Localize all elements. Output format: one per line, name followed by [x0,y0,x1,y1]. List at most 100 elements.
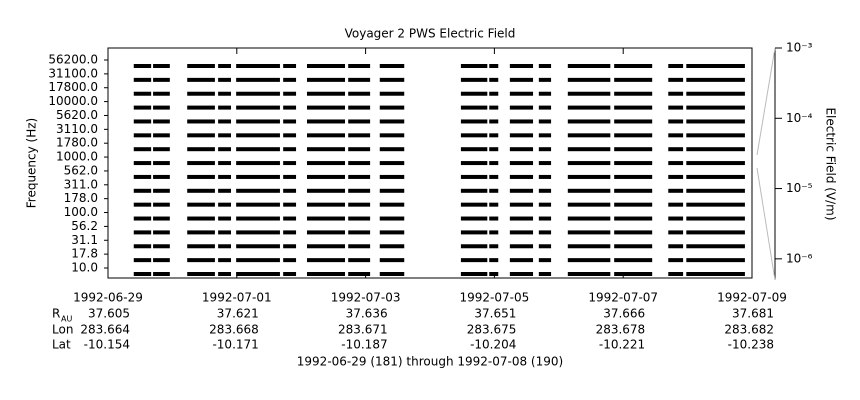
data-strip [614,133,653,138]
data-strip [567,272,611,276]
data-strip [668,230,684,235]
data-strip [306,64,345,68]
data-strip [348,105,371,110]
y-tick-label: 56200.0 [48,53,98,67]
data-strip [686,105,745,110]
y-tick-label: 17.8 [71,247,98,261]
data-strip [283,161,297,166]
data-strip [236,216,280,221]
data-strip [348,91,371,96]
data-strip [614,147,653,152]
ephemeris-value: 37.651 [474,307,516,321]
data-strip [460,174,488,179]
data-strip [187,119,215,124]
zoom-guide [756,167,776,281]
data-strip [153,133,170,138]
data-strip [538,147,552,152]
data-strip [187,161,215,166]
data-strip [283,272,297,276]
data-strip [218,272,232,276]
data-strip [153,188,170,193]
data-strip [509,119,534,124]
data-strip [668,272,684,276]
data-strip [379,202,405,207]
data-strip [133,64,152,68]
data-strip [187,174,215,179]
data-strip [306,244,345,249]
data-strip [218,105,232,110]
data-strip [236,133,280,138]
x-tick-label: 1992-06-29 [73,291,143,305]
data-strip [614,244,653,249]
data-strip [283,216,297,221]
data-strip [283,147,297,152]
y-tick-label: 17800.0 [48,80,98,94]
data-strip [460,216,488,221]
data-strip [567,202,611,207]
data-strip [614,64,653,68]
data-strip [379,91,405,96]
data-strip [283,202,297,207]
data-strip [348,272,371,276]
chart-title: Voyager 2 PWS Electric Field [345,27,516,41]
data-strip [509,147,534,152]
data-strip [187,244,215,249]
data-strip [236,174,280,179]
data-strip [538,161,552,166]
data-strip [348,133,371,138]
data-strip [306,230,345,235]
data-strip [348,216,371,221]
data-strip [460,147,488,152]
data-strip [509,64,534,68]
data-strip [567,258,611,263]
data-strip [187,77,215,82]
data-strip [614,77,653,82]
data-strip [379,133,405,138]
data-strip [460,91,488,96]
data-strip [567,230,611,235]
data-strip [668,119,684,124]
data-strip [306,174,345,179]
y-tick-label: 100.0 [64,205,98,219]
data-strip [614,91,653,96]
y-tick-label: 311.0 [64,177,98,191]
x-tick-label: 1992-07-07 [588,291,658,305]
data-strip [379,105,405,110]
data-strip [509,216,534,221]
data-strip [218,216,232,221]
data-strip [460,230,488,235]
data-strip [538,216,552,221]
data-strip [187,272,215,276]
data-strip [283,105,297,110]
data-strip [614,119,653,124]
y-tick-label: 1780.0 [56,136,98,150]
data-strip [567,133,611,138]
data-strip [133,188,152,193]
data-strip [460,161,488,166]
data-strip [509,230,534,235]
data-strip [236,147,280,152]
data-strip [538,77,552,82]
data-strip [283,119,297,124]
ephemeris-label-sub: AU [61,315,72,324]
data-strip [283,77,297,82]
data-strip [509,258,534,263]
data-strip [236,188,280,193]
data-strip [489,202,499,207]
data-strip [306,133,345,138]
ephemeris-value: 37.621 [217,307,259,321]
data-strip [489,244,499,249]
data-strip [218,133,232,138]
data-strip [218,202,232,207]
data-strip [153,258,170,263]
data-strip [348,230,371,235]
data-strip [236,105,280,110]
data-strip [379,188,405,193]
data-strip [379,272,405,276]
data-strip [489,230,499,235]
data-strip [538,91,552,96]
data-strip [187,258,215,263]
data-strip [218,161,232,166]
data-strip [348,202,371,207]
